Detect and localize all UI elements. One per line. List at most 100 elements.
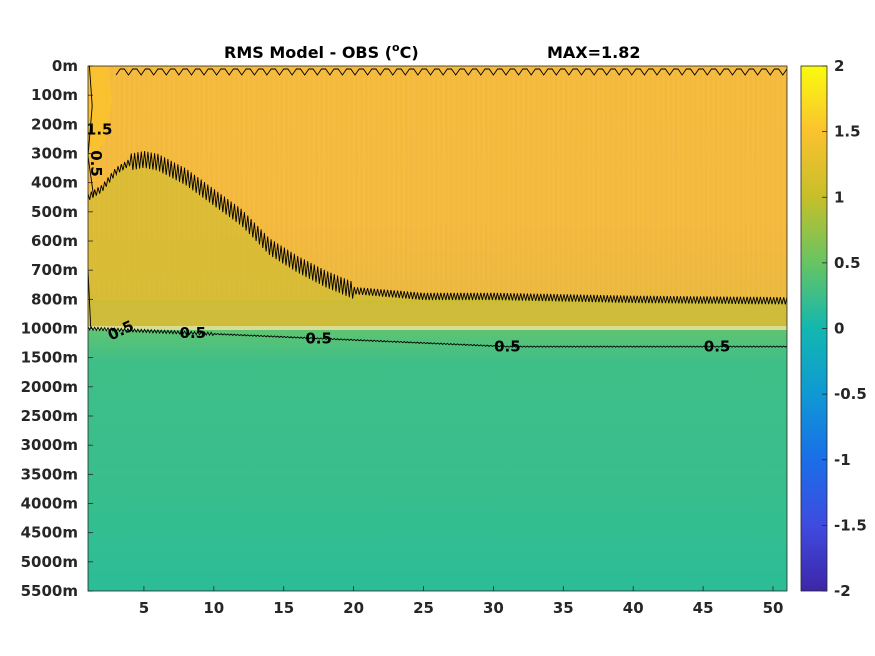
stripe — [367, 66, 371, 300]
stripe — [322, 66, 326, 300]
stripe — [662, 66, 665, 300]
stripe — [207, 66, 211, 300]
x-tick-label: 50 — [763, 599, 784, 617]
y-tick-label: 4000m — [21, 495, 78, 513]
y-tick-label: 1000m — [21, 320, 78, 338]
contour-lines — [88, 66, 787, 348]
stripe — [677, 66, 680, 300]
stripe — [512, 66, 515, 300]
x-axis: 5 10 15 20 25 30 35 40 45 50 — [139, 586, 784, 617]
stripe — [517, 66, 520, 300]
stripe — [287, 66, 291, 300]
chart-title: RMS Model - OBS (oC) — [224, 41, 419, 62]
stripe — [537, 66, 540, 300]
x-tick-label: 20 — [343, 599, 364, 617]
stripe — [407, 66, 411, 300]
stripe — [617, 66, 620, 300]
y-tick-label: 2500m — [21, 407, 78, 425]
stripe — [442, 66, 445, 300]
stripe — [712, 66, 715, 300]
stripe — [707, 66, 710, 300]
contour-label: 1.5 — [86, 120, 113, 138]
stripe — [722, 66, 725, 300]
lower-cool-field — [88, 330, 787, 591]
stripe — [737, 66, 740, 300]
y-tick-label: 200m — [31, 115, 78, 133]
stripe — [782, 66, 785, 300]
stripe — [472, 66, 475, 300]
contour-label: 0.5 — [87, 150, 105, 177]
y-tick-label: 0m — [52, 57, 78, 75]
colorbar-tick-label: -2 — [834, 582, 851, 600]
stripe — [292, 66, 296, 300]
stripe — [732, 66, 735, 300]
stripe — [247, 66, 251, 300]
stripe — [757, 66, 760, 300]
stripe — [527, 66, 530, 300]
contour-label: 0.5 — [494, 338, 521, 356]
upper-left-hot-patch — [88, 66, 112, 155]
max-value-label: MAX=1.82 — [547, 43, 641, 62]
y-tick-label: 3000m — [21, 436, 78, 454]
stripe — [377, 66, 381, 300]
stripe — [402, 66, 406, 300]
contour-label: 0.5 — [180, 324, 207, 342]
stripe — [772, 66, 775, 300]
y-tick-label: 300m — [31, 145, 78, 163]
stripe — [602, 66, 605, 300]
stripe — [577, 66, 580, 300]
stripe — [532, 66, 535, 300]
stripe — [92, 66, 96, 300]
stripe — [747, 66, 750, 300]
stripe — [192, 66, 196, 300]
contour-line-1.5 — [88, 66, 95, 197]
stripe — [777, 66, 780, 300]
stripe — [682, 66, 685, 300]
stripe — [427, 66, 431, 300]
y-tick-label: 5000m — [21, 553, 78, 571]
stripe — [97, 66, 101, 300]
stripe — [592, 66, 595, 300]
stripe — [272, 66, 276, 300]
stripe — [697, 66, 700, 300]
stripe — [362, 66, 366, 300]
stripe — [242, 66, 246, 300]
y-tick-label: 400m — [31, 174, 78, 192]
stripe — [597, 66, 600, 300]
stripe — [412, 66, 416, 300]
stripe — [547, 66, 550, 300]
stripe — [477, 66, 480, 300]
stripe — [667, 66, 670, 300]
stripe — [642, 66, 645, 300]
colorbar-tick-label: -0.5 — [834, 385, 867, 403]
colorbar-tick-label: 2 — [834, 57, 844, 75]
contour-line-0.5 — [88, 326, 787, 348]
stripe — [357, 66, 361, 300]
stripe — [237, 66, 241, 300]
contour-line-1 — [88, 151, 787, 305]
stripe — [552, 66, 555, 300]
stripe — [432, 66, 436, 300]
stripe — [212, 66, 216, 300]
stripe — [327, 66, 331, 300]
stripe — [702, 66, 705, 300]
stripe — [637, 66, 640, 300]
stripe — [262, 66, 266, 300]
x-tick-label: 10 — [203, 599, 224, 617]
stripe — [522, 66, 525, 300]
stripe — [767, 66, 770, 300]
stripe — [232, 66, 236, 300]
stripe — [567, 66, 570, 300]
stripe — [687, 66, 690, 300]
y-tick-label: 4500m — [21, 524, 78, 542]
contour-label: 0.5 — [704, 338, 731, 356]
stripe — [657, 66, 660, 300]
stripe — [572, 66, 575, 300]
colorbar: 2 1.5 1 0.5 0 -0.5 -1 -1.5 -2 — [800, 57, 867, 600]
stripe — [462, 66, 465, 300]
x-tick-label: 15 — [273, 599, 294, 617]
stripe — [372, 66, 376, 300]
x-tick-label: 25 — [413, 599, 434, 617]
stripe — [387, 66, 391, 300]
stripe — [217, 66, 221, 300]
